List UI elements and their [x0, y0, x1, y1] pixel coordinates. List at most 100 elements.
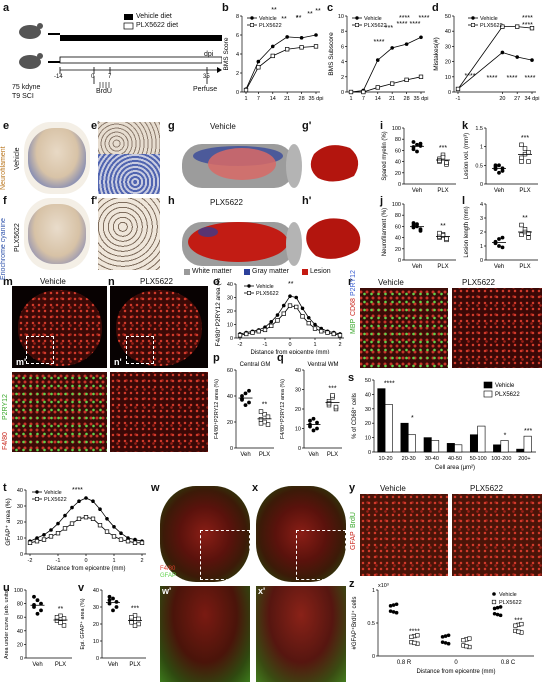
legend-label: Vehicle [256, 284, 274, 290]
micrograph-r-vehicle [360, 288, 448, 368]
data-point [258, 421, 264, 426]
y-tick-label: 60 [17, 615, 23, 621]
x-tick-label: 1 [349, 96, 352, 102]
bar-PLX5622 [523, 435, 532, 453]
legend-label: Vehicle [364, 16, 382, 22]
y-axis-label: #GFAP⁺BrdU⁺ cells [351, 596, 358, 649]
g-prime-lesion-shape [310, 145, 359, 182]
significance-star: ** [58, 606, 64, 613]
x-tick-label: PLX [437, 188, 448, 194]
y-tick-label: 0 [480, 258, 483, 264]
legend-label: PLX5622 [256, 291, 279, 297]
stain-label-gfap-w: GFAP [160, 573, 177, 579]
data-point [39, 601, 43, 606]
data-point [500, 169, 505, 173]
data-point [498, 613, 503, 618]
panel-letter-c: c [327, 2, 334, 14]
data-point [326, 400, 332, 406]
panel-letter-x: x [252, 482, 259, 494]
g-lesion [208, 148, 276, 180]
data-point [498, 605, 503, 609]
data-point [285, 35, 289, 39]
x-tick-label: Veh [412, 188, 422, 194]
legend-lesion: Lesion [310, 268, 331, 275]
legend-label: PLX5622 [44, 497, 67, 503]
data-point [375, 85, 380, 90]
data-point [440, 640, 445, 644]
data-point [440, 154, 446, 160]
legend-label: Vehicle [495, 383, 515, 389]
x-tick-label: 0.8 C [501, 660, 516, 666]
data-point [312, 326, 318, 331]
data-point [281, 311, 286, 316]
data-point [49, 528, 53, 532]
significance-star: ** [271, 7, 277, 14]
chart-t-gfap-distance: 0 10 20 30 40 GFAP⁺ area (%) -2 -1 0 1 2 Distance f… [5, 487, 146, 572]
data-point [492, 611, 497, 616]
data-point [69, 521, 75, 526]
y-tick-label: 4 [236, 52, 239, 58]
bar-Vehicle [516, 448, 525, 453]
chart-u-area-under-curve: 0 20 40 60 80 100 Area under curve (arb. units… [4, 588, 72, 668]
data-point [412, 640, 417, 646]
y-tick-label: 20 [93, 622, 99, 628]
y-tick-label: 0.5 [475, 163, 483, 169]
micrograph-y-vehicle [360, 494, 448, 576]
y-tick-label: 0 [480, 182, 483, 188]
data-point [275, 313, 280, 317]
data-point [391, 610, 396, 614]
panel-letter-a: a [3, 2, 10, 14]
data-point [262, 411, 267, 417]
data-point [265, 414, 271, 420]
data-point [306, 315, 311, 320]
x-tick-label: -1 [456, 96, 461, 102]
data-point [262, 327, 268, 333]
y-tick-label: 1 [480, 145, 483, 151]
y-tick-label: 80 [17, 602, 23, 608]
data-point [394, 610, 399, 615]
y-tick-label: 2 [480, 230, 483, 236]
data-point [444, 236, 449, 241]
data-point [54, 614, 60, 620]
data-point [526, 231, 531, 236]
n-title-plx: PLX5622 [140, 277, 173, 286]
chart-q-ventral-wm: 0 10 20 30 40 F4/80⁺P2RY12 area (%) Veh PLX *** V… [279, 362, 342, 458]
x-tick-label: 1 [244, 96, 247, 102]
data-point [133, 537, 137, 542]
significance-star: *** [385, 25, 393, 32]
chart-i-spared-myelin: 0 20 40 60 80 100 Spared myelin (%) Veh PLX *** [382, 126, 456, 194]
legend-significance: ** [296, 15, 302, 22]
legend-label: PLX5622 [480, 23, 503, 29]
data-point [275, 318, 280, 323]
data-point [281, 303, 286, 308]
legend-gray-matter: Gray matter [252, 268, 289, 275]
data-point [35, 536, 39, 540]
x-tick-label: -2 [28, 558, 33, 564]
y-axis-label: Lesion length (mm) [464, 206, 470, 257]
series-line-0 [239, 295, 341, 335]
y-tick-label: 20 [17, 642, 23, 648]
micrograph-m-prime-vehicle-zoom [12, 372, 107, 452]
data-point [285, 47, 290, 52]
y-tick-label: 20 [395, 171, 401, 177]
h-prime-lesion-shape [306, 218, 361, 259]
y-tick-label: 1.5 [475, 126, 483, 132]
data-point [493, 163, 498, 168]
data-point [270, 53, 275, 59]
panel-letter-z: z [349, 578, 355, 590]
bar-Vehicle [377, 388, 386, 453]
data-point [35, 611, 40, 616]
data-point [84, 496, 88, 500]
data-point [32, 594, 36, 599]
x-tick-label: 34 dpi [525, 96, 540, 102]
micrograph-f-plx-section [24, 198, 90, 270]
x-tick-label: 1 [313, 342, 316, 348]
tick-35: 35 [203, 74, 210, 80]
data-point [519, 159, 524, 164]
r-title-vehicle: Vehicle [378, 278, 404, 287]
y-tick-label: 6 [341, 44, 344, 50]
x-tick-label: 0 [84, 558, 87, 564]
y-scale-label: x10³ [378, 583, 389, 589]
micrograph-x-plx [256, 486, 346, 582]
